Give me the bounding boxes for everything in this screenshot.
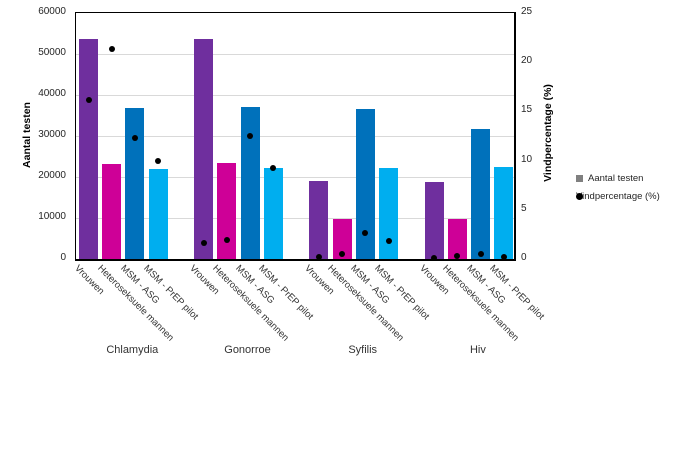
y-tick-label-right: 20 — [521, 55, 533, 67]
legend: Aantal testen Vindpercentage (%) — [576, 173, 660, 209]
dot-hiv-vrouwen — [431, 255, 438, 261]
dot-gonorroe-msm-prep-pilot — [270, 164, 277, 171]
dot-chlamydia-msm-asg — [131, 135, 138, 141]
bar-gonorroe-vrouwen — [194, 38, 214, 259]
group-label-chlamydia: Chlamydia — [106, 344, 159, 356]
y-tick-label-left: 30000 — [38, 129, 66, 140]
bar-hiv-msm-asg — [471, 128, 490, 259]
y-tick-label-right: 25 — [521, 6, 533, 17]
bar-syfilis-heteroseksuele-mannen — [332, 219, 352, 259]
y-tick-label-right: 5 — [521, 202, 527, 214]
legend-item-vindpercentage: Vindpercentage (%) — [576, 191, 660, 202]
gridline — [76, 95, 514, 96]
bar-series-swatch-icon — [576, 175, 583, 182]
legend-label: Vindpercentage (%) — [576, 191, 660, 202]
bar-chlamydia-vrouwen — [79, 38, 98, 259]
y-tick-label-left: 60000 — [38, 6, 66, 17]
bar-gonorroe-msm-prep-pilot — [263, 168, 283, 259]
bar-gonorroe-msm-asg — [240, 107, 260, 259]
dot-hiv-msm-asg — [477, 251, 484, 258]
group-label-syfilis: Syfilis — [348, 344, 378, 356]
right-axis-title: Vindpercentage (%) — [542, 84, 554, 182]
dot-hiv-msm-prep-pilot — [500, 254, 507, 260]
y-tick-label-right: 0 — [521, 252, 527, 263]
y-tick-label-left: 20000 — [38, 170, 66, 181]
plot-area — [75, 12, 516, 261]
gridline — [76, 177, 514, 178]
bar-chlamydia-msm-prep-pilot — [148, 168, 168, 259]
dot-gonorroe-msm-asg — [247, 133, 254, 139]
bar-hiv-vrouwen — [424, 181, 444, 259]
legend-item-aantal-testen: Aantal testen — [576, 173, 660, 184]
dot-chlamydia-vrouwen — [85, 96, 92, 103]
dot-syfilis-heteroseksuele-mannen — [339, 251, 346, 258]
bar-chlamydia-heteroseksuele-mannen — [102, 163, 122, 259]
bar-chlamydia-msm-asg — [125, 107, 145, 259]
dot-syfilis-msm-asg — [362, 230, 369, 237]
dot-hiv-heteroseksuele-mannen — [454, 253, 461, 259]
dot-chlamydia-heteroseksuele-mannen — [108, 46, 115, 53]
y-tick-label-right: 15 — [521, 104, 533, 116]
bar-hiv-heteroseksuele-mannen — [447, 219, 467, 259]
y-tick-label-left: 0 — [60, 252, 66, 263]
gridline — [76, 136, 514, 137]
dot-series-swatch-icon — [576, 193, 583, 200]
dot-chlamydia-msm-prep-pilot — [155, 157, 162, 164]
group-label-gonorroe: Gonorroe — [224, 344, 271, 356]
dot-gonorroe-vrouwen — [200, 240, 207, 247]
y-tick-label-left: 10000 — [38, 211, 66, 222]
dot-gonorroe-heteroseksuele-mannen — [223, 237, 230, 244]
bar-syfilis-msm-asg — [355, 109, 375, 259]
gridline — [76, 218, 514, 219]
bar-syfilis-msm-prep-pilot — [379, 167, 398, 259]
dot-syfilis-msm-prep-pilot — [385, 238, 392, 245]
y-tick-label-left: 40000 — [38, 88, 66, 99]
y-tick-label-right: 10 — [521, 153, 533, 165]
bar-hiv-msm-prep-pilot — [494, 166, 514, 259]
group-label-hiv: Hiv — [469, 344, 486, 356]
bar-syfilis-vrouwen — [309, 181, 329, 259]
bar-gonorroe-heteroseksuele-mannen — [217, 163, 237, 259]
y-tick-label-left: 50000 — [38, 47, 66, 58]
legend-label: Aantal testen — [588, 173, 644, 184]
dot-syfilis-vrouwen — [315, 254, 322, 260]
gridline — [76, 54, 514, 55]
